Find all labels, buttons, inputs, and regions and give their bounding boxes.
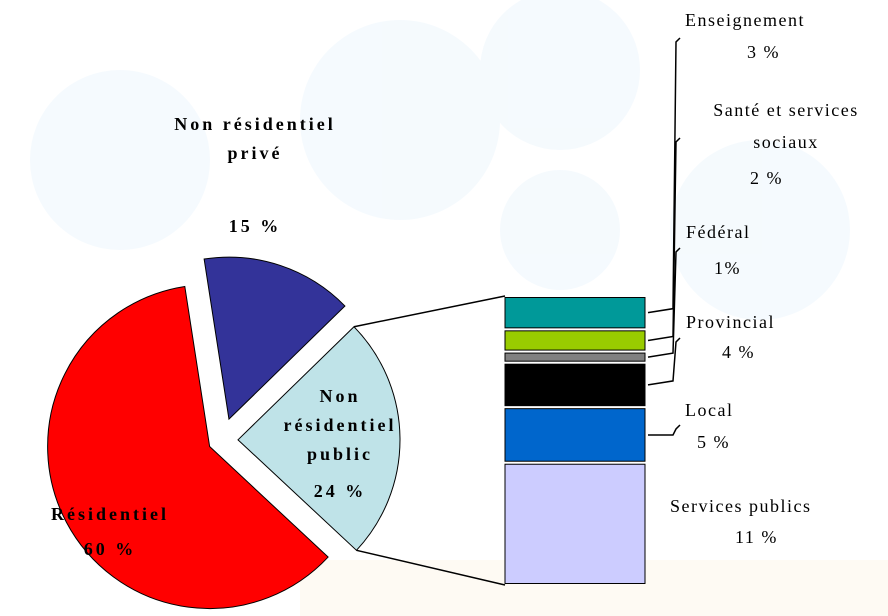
pie-value-label: 60 % xyxy=(83,539,137,559)
pie-slice xyxy=(203,256,346,421)
background-decor xyxy=(30,0,888,616)
bar-label: Enseignement xyxy=(685,10,805,30)
bar-value-label: 11 % xyxy=(735,527,778,547)
bar-label: Services publics xyxy=(670,496,812,516)
leader-line xyxy=(647,337,681,386)
bar-label: Fédéral xyxy=(686,222,751,242)
pie-label: Résidentiel xyxy=(51,504,169,524)
pie-label: Non résidentiel public xyxy=(283,386,397,464)
pie-value-label: 15 % xyxy=(228,216,282,236)
pie-slice xyxy=(237,326,401,552)
connector-line xyxy=(353,295,506,328)
marks xyxy=(47,37,681,610)
bar-segment xyxy=(504,363,646,407)
bar-label: Provincial xyxy=(686,312,775,332)
leader-line xyxy=(648,424,681,436)
pie-label: Non résidentiel privé xyxy=(174,114,336,163)
bar-label: Local xyxy=(685,400,734,420)
bar-value-label: 3 % xyxy=(747,42,780,62)
bar-segment xyxy=(504,408,646,462)
bar-value-label: 4 % xyxy=(722,342,755,362)
bar-value-label: 5 % xyxy=(697,432,730,452)
bar-value-label: 2 % xyxy=(750,168,783,188)
bar-segment xyxy=(504,330,646,351)
leader-line xyxy=(647,247,681,358)
bar-segment xyxy=(504,463,646,585)
bar-value-label: 1% xyxy=(714,258,741,278)
pie-slice xyxy=(47,285,329,610)
bar-segment xyxy=(504,297,646,329)
bar-label: Santé et services sociaux xyxy=(713,100,859,152)
leader-line xyxy=(647,37,681,314)
pie-value-label: 24 % xyxy=(313,481,367,501)
bar-segment xyxy=(504,352,646,362)
connector-line xyxy=(356,549,506,586)
